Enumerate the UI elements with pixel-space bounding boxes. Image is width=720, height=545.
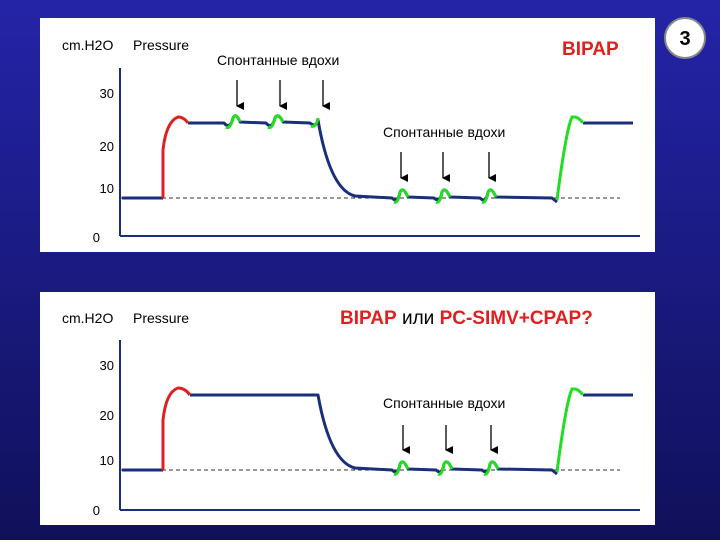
mandatory-rise bbox=[161, 386, 192, 470]
panel: cm.H2O Pressure Спонтанные вдохи BIPAP 3… bbox=[40, 18, 655, 252]
tick-label: 0 bbox=[93, 230, 100, 245]
tick-label: 0 bbox=[93, 503, 100, 518]
axis-label: Pressure bbox=[133, 37, 189, 53]
title-part: или bbox=[402, 308, 434, 329]
tick-label: 10 bbox=[100, 453, 114, 468]
title-part: BIPAP bbox=[340, 308, 397, 329]
slide-number: 3 bbox=[679, 28, 690, 50]
axis-label: Pressure bbox=[133, 310, 189, 326]
panel-title: BIPAP bbox=[562, 39, 619, 60]
note: Спонтанные вдохи bbox=[217, 52, 339, 68]
tick-label: 20 bbox=[100, 408, 114, 423]
panel-title: BIPAP или PC-SIMV+CPAP? bbox=[340, 308, 593, 329]
panel: cm.H2O Pressure BIPAP или PC-SIMV+CPAP? … bbox=[40, 292, 655, 525]
unit: cm.H2O bbox=[62, 310, 113, 326]
note: Спонтанные вдохи bbox=[383, 124, 505, 140]
tick-label: 30 bbox=[100, 86, 114, 101]
slide-badge bbox=[664, 17, 706, 59]
panel-bg bbox=[40, 292, 655, 525]
panel-bg bbox=[40, 18, 655, 252]
tick-label: 30 bbox=[100, 358, 114, 373]
unit: cm.H2O bbox=[62, 37, 113, 53]
tick-label: 20 bbox=[100, 139, 114, 154]
mandatory-rise bbox=[161, 115, 190, 198]
spontaneous-breath bbox=[225, 114, 585, 204]
title-part: PC-SIMV+CPAP? bbox=[440, 308, 593, 329]
tick-label: 10 bbox=[100, 181, 114, 196]
pressure-wave bbox=[122, 114, 633, 204]
spontaneous-breath bbox=[393, 387, 585, 476]
note: Спонтанные вдохи bbox=[383, 395, 505, 411]
